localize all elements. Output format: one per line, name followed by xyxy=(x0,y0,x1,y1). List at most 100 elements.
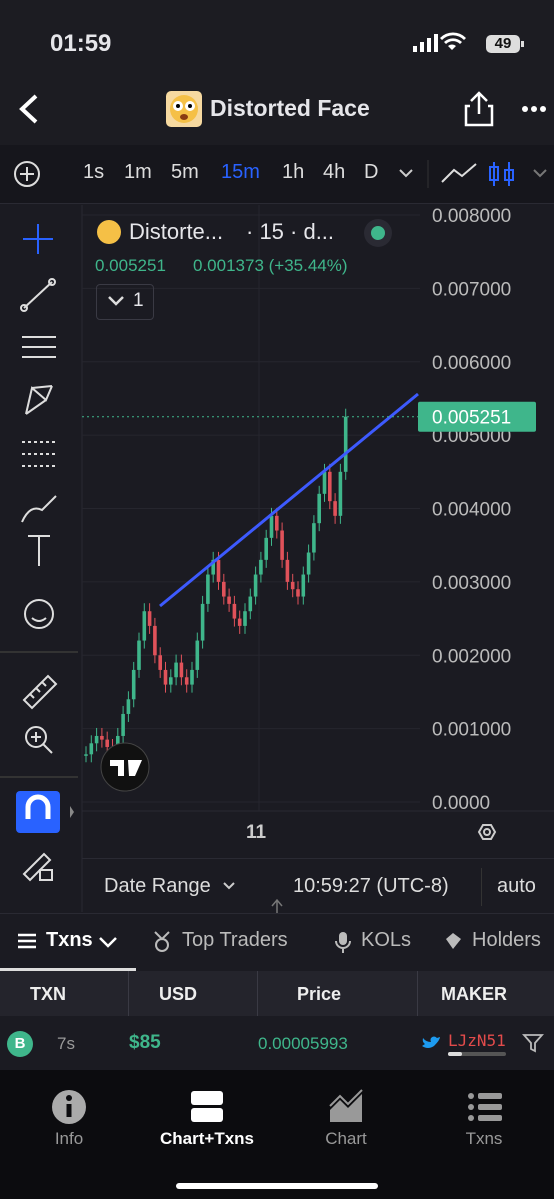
candle-body xyxy=(237,618,242,626)
date-range-button[interactable]: Date Range xyxy=(104,875,211,897)
tab-icons xyxy=(18,931,461,953)
back-button[interactable] xyxy=(14,92,44,126)
candle-body xyxy=(184,677,189,685)
toolbar-icons xyxy=(399,160,547,188)
buy-badge xyxy=(7,1031,33,1057)
bottom-nav xyxy=(0,1070,554,1199)
clock: 01:59 xyxy=(50,30,112,57)
column-header[interactable]: MAKER xyxy=(441,984,507,1004)
filter-icon[interactable] xyxy=(522,1033,544,1053)
candle-body xyxy=(343,416,348,472)
y-tick-label: 0.001000 xyxy=(432,720,511,741)
candle-body xyxy=(333,501,337,516)
candle-body xyxy=(105,739,109,747)
y-tick-label: 0.002000 xyxy=(432,646,511,667)
legend-name: Distorte... xyxy=(129,219,224,244)
tv-logo-bg xyxy=(100,742,150,792)
candle-body xyxy=(142,611,147,641)
candle-body xyxy=(227,596,231,604)
candle-body xyxy=(322,471,327,494)
interval-button[interactable]: D xyxy=(364,161,379,183)
candle-body xyxy=(190,669,194,685)
interval-button[interactable]: 4h xyxy=(323,161,346,183)
nav-icons xyxy=(52,1089,502,1124)
candle-body xyxy=(169,677,173,685)
candle-body xyxy=(222,581,226,597)
chevron xyxy=(223,882,235,890)
y-tick-label: 0.006000 xyxy=(432,353,511,374)
txn-type: B xyxy=(14,1035,26,1052)
more-button[interactable] xyxy=(520,104,550,114)
token-icon xyxy=(166,91,202,127)
maker[interactable]: LJzN51 xyxy=(448,1031,506,1050)
interval-button[interactable]: 5m xyxy=(171,161,199,183)
table-header xyxy=(0,971,554,1016)
add-indicator-button[interactable] xyxy=(12,159,42,189)
last-price-box xyxy=(418,401,536,432)
column-header[interactable]: USD xyxy=(159,984,198,1004)
candle-body xyxy=(232,603,237,619)
nav-item[interactable]: Chart+Txns xyxy=(160,1129,254,1148)
candle-body xyxy=(100,735,104,740)
candle-body xyxy=(306,552,311,575)
y-tick-label: 0.004000 xyxy=(432,500,511,521)
candle-body xyxy=(290,581,295,590)
candle-body xyxy=(94,735,99,744)
txn-price: 0.00005993 xyxy=(258,1034,348,1053)
tab[interactable]: KOLs xyxy=(361,929,412,951)
candle-body xyxy=(275,515,279,531)
indicator-count: 1 xyxy=(133,290,144,311)
tab[interactable]: Txns xyxy=(46,929,93,951)
nav-item[interactable]: Chart xyxy=(325,1129,367,1148)
candle-body xyxy=(126,699,131,714)
candle-body xyxy=(312,523,316,553)
interval-button[interactable]: 1s xyxy=(83,161,105,183)
auto-scale-button[interactable]: auto xyxy=(497,875,536,897)
candle-body xyxy=(206,574,210,604)
last-price-label: 0.005251 xyxy=(432,408,511,429)
candle-body xyxy=(89,743,94,755)
candle-body xyxy=(200,603,205,641)
column-header[interactable]: Price xyxy=(297,984,342,1004)
candle-body xyxy=(280,530,284,560)
y-tick-label: 0.003000 xyxy=(432,573,511,594)
interval-button[interactable]: 1m xyxy=(124,161,152,183)
x-tick-label: 11 xyxy=(246,822,267,843)
settings-icon xyxy=(477,824,497,840)
candle-body xyxy=(211,559,215,575)
nav-item[interactable]: Txns xyxy=(465,1129,503,1148)
battery-level: 49 xyxy=(494,35,512,52)
candle-body xyxy=(301,574,306,597)
column-divider xyxy=(257,971,258,1016)
trend-line xyxy=(159,392,419,608)
legend-icon xyxy=(97,220,121,244)
candle-body xyxy=(116,735,120,751)
legend-price: 0.005251 xyxy=(95,256,166,275)
twitter-icon xyxy=(422,1036,440,1048)
maker-bar xyxy=(448,1052,506,1056)
candle-body xyxy=(338,471,343,516)
drawing-tools xyxy=(0,204,78,914)
candle-body xyxy=(243,611,247,626)
date-range-bar xyxy=(82,858,554,913)
candle-body xyxy=(253,574,258,597)
status-icons xyxy=(413,32,524,53)
candle-body xyxy=(328,471,332,502)
home-indicator xyxy=(176,1183,378,1189)
interval-button[interactable]: 15m xyxy=(221,161,260,183)
tv-logo xyxy=(110,760,142,776)
candle-body xyxy=(84,754,88,756)
candle-body xyxy=(296,589,300,597)
tab[interactable]: Holders xyxy=(472,929,541,951)
share-button[interactable] xyxy=(462,90,496,128)
indicator-toggle[interactable] xyxy=(96,284,154,320)
nav-item[interactable]: Info xyxy=(54,1129,84,1148)
top-bar xyxy=(0,0,554,145)
candle-body xyxy=(147,611,152,626)
token-title: Distorted Face xyxy=(210,95,370,121)
divider xyxy=(481,868,482,906)
column-header[interactable]: TXN xyxy=(30,984,66,1004)
candle-body xyxy=(259,559,263,575)
interval-button[interactable]: 1h xyxy=(282,161,305,183)
tab[interactable]: Top Traders xyxy=(182,929,288,951)
